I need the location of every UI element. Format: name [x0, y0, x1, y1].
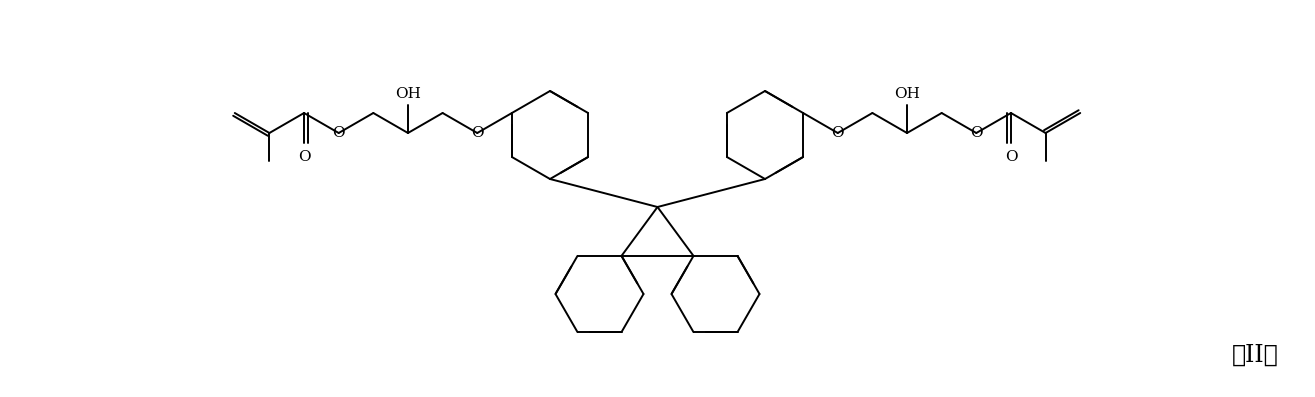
Text: O: O — [1005, 150, 1018, 164]
Text: OH: OH — [394, 87, 421, 101]
Text: OH: OH — [894, 87, 920, 101]
Text: O: O — [297, 150, 310, 164]
Text: O: O — [831, 126, 844, 140]
Text: （II）: （II） — [1232, 343, 1278, 366]
Text: O: O — [333, 126, 345, 140]
Text: O: O — [970, 126, 982, 140]
Text: O: O — [471, 126, 484, 140]
